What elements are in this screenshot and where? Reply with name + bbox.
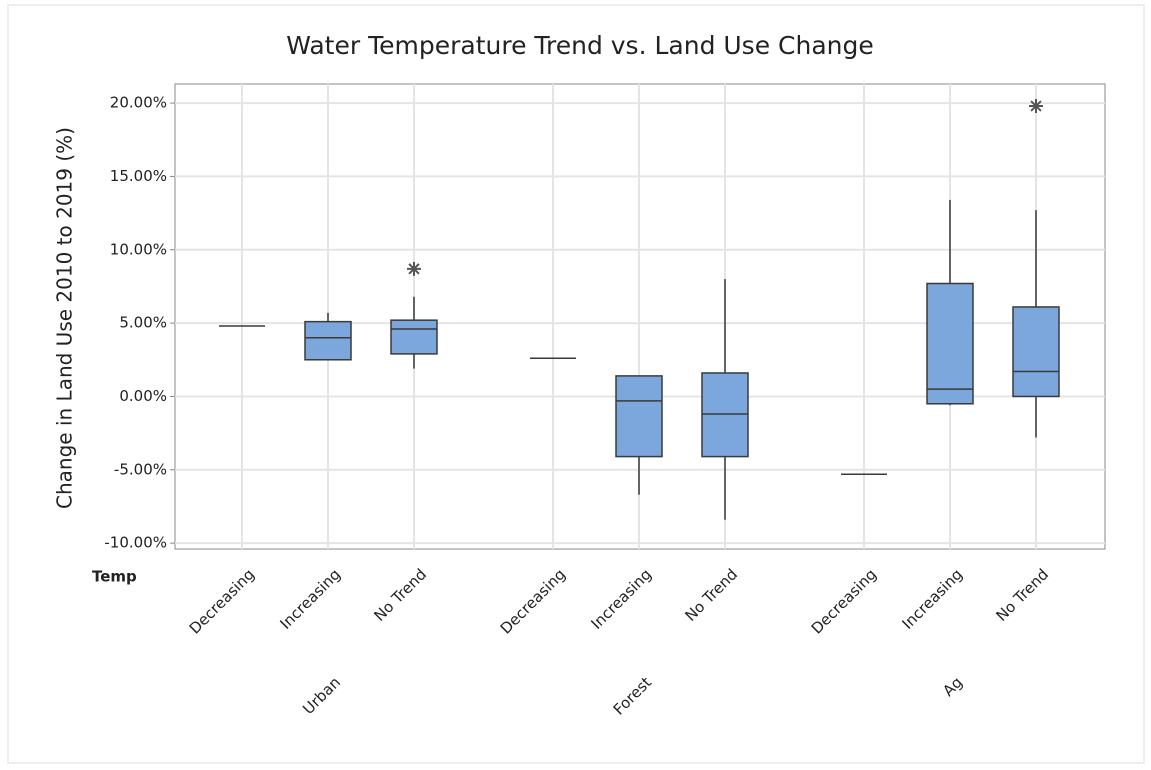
box bbox=[926, 282, 974, 405]
box bbox=[304, 320, 352, 361]
y-tick-label: 0.00% bbox=[119, 387, 167, 405]
box bbox=[1012, 306, 1060, 398]
y-tick-label: -5.00% bbox=[114, 460, 167, 478]
y-tick-label: 20.00% bbox=[110, 94, 167, 112]
y-tick-label: 5.00% bbox=[119, 314, 167, 332]
chart-title: Water Temperature Trend vs. Land Use Cha… bbox=[286, 31, 874, 60]
outlier bbox=[407, 261, 421, 276]
y-axis-label: Change in Land Use 2010 to 2019 (%) bbox=[53, 127, 77, 509]
x-header: Temp bbox=[92, 568, 137, 586]
y-tick-label: 10.00% bbox=[110, 240, 167, 258]
outlier bbox=[1029, 99, 1043, 114]
y-tick-label: 15.00% bbox=[110, 167, 167, 185]
box bbox=[390, 319, 438, 355]
y-tick-label: -10.00% bbox=[104, 534, 167, 552]
box bbox=[615, 375, 663, 458]
